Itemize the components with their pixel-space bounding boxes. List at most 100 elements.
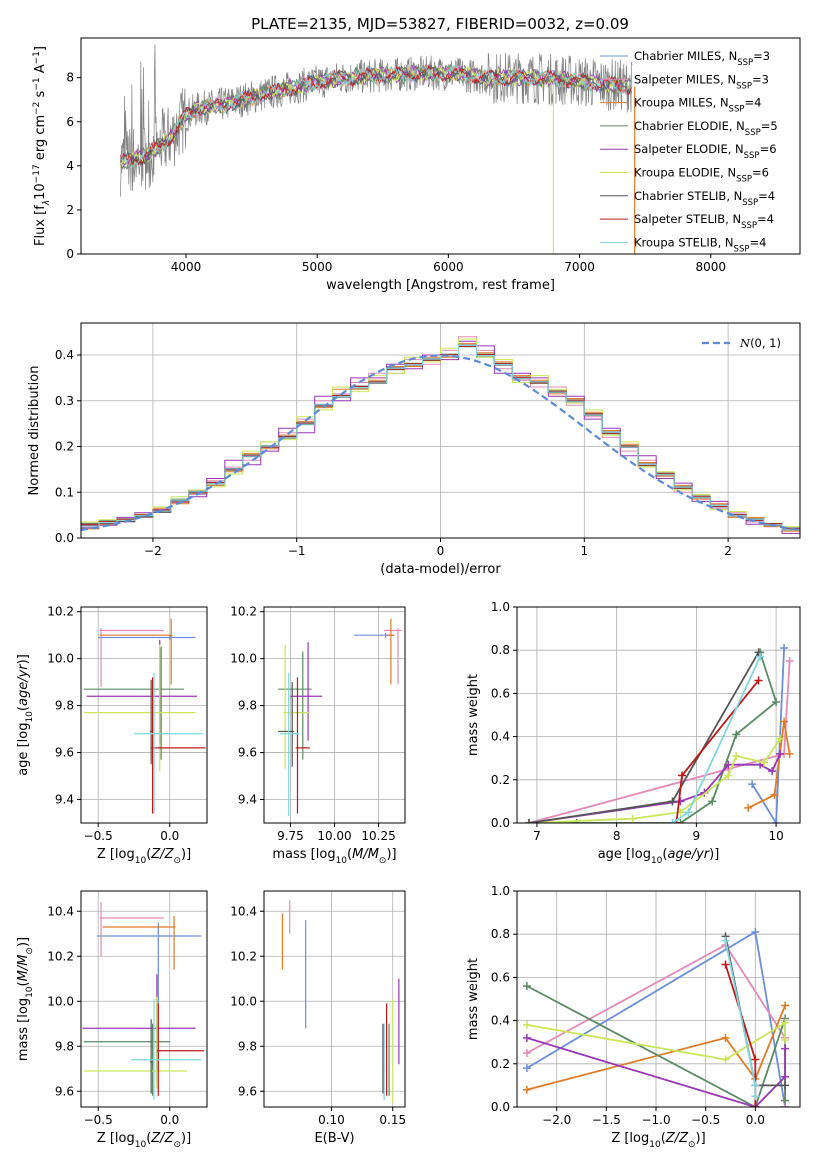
mass-weight-vs-age-point-7 — [524, 819, 533, 823]
legend-label-value: =3 — [753, 49, 770, 63]
mass-weight-vs-age-xlabel-part: age [log — [598, 847, 651, 862]
legend-label-sub: SSP — [729, 105, 745, 115]
mass-weight-vs-Z-point-7 — [781, 1081, 790, 1090]
mass-weight-vs-Z-point-8 — [751, 1103, 760, 1107]
mass-weight-vs-age-ytick-label: 0.4 — [491, 730, 510, 744]
mass-weight-vs-age-series-line-6 — [528, 738, 781, 823]
legend-label-text: Chabrier MILES, N — [634, 49, 737, 63]
spectrum-plot-area — [119, 44, 636, 254]
age-vs-mass-plot-area — [278, 618, 402, 816]
age-vs-mass-xlabel: mass [log10(M/M⊙)] — [272, 847, 396, 866]
age-vs-Z-xlabel: Z [log10(Z/Z⊙)] — [97, 847, 191, 866]
age-vs-Z-xlabel-part: Z/Z — [150, 847, 174, 862]
legend-label-sub: SSP — [736, 175, 752, 185]
mass-vs-Z-xlabel-part: Z [log — [97, 1131, 135, 1146]
age-vs-mass-xlabel-part: mass [log — [272, 847, 335, 862]
mass-weight-vs-Z-plot-area — [522, 928, 790, 1107]
mass-weight-vs-age-xlabel-part: ( — [662, 847, 667, 862]
mass-weight-vs-Z-xlabel: Z [log10(Z/Z⊙)] — [611, 1131, 705, 1150]
mass-weight-vs-age-xlabel: age [log10(age/yr)] — [598, 847, 720, 866]
age-vs-Z-xlabel-part: )] — [181, 847, 191, 862]
spectrum-ytick-label: 0 — [66, 247, 74, 261]
legend-label-text: Chabrier STELIB, N — [634, 189, 742, 203]
mass-weight-vs-Z-point-5 — [781, 1072, 790, 1081]
mass-weight-vs-Z-point-6 — [522, 1020, 531, 1029]
mass-weight-vs-age-ytick-label: 0.0 — [491, 816, 510, 830]
age-vs-Z-panel: −0.5 0.09.49.69.810.010.2Z [log10(Z/Z⊙)]a… — [16, 605, 208, 866]
mass-vs-Z-xlabel-part: 10 — [135, 1140, 147, 1150]
residuals-ytick-label: 0.2 — [55, 440, 74, 454]
mass-vs-Z-panel: −0.5 0.09.69.810.010.210.4Z [log10(Z/Z⊙)]… — [16, 890, 208, 1150]
mass-weight-vs-Z-point-1 — [522, 1064, 531, 1073]
gaussian-legend-args: (0, 1) — [750, 336, 781, 350]
age-vs-Z-xlabel-part: ( — [146, 847, 151, 862]
spectrum-ytick-label: 6 — [66, 115, 74, 129]
mass-weight-vs-age-xlabel-part: 10 — [651, 856, 663, 866]
spectrum-frame — [80, 37, 801, 255]
legend-label-sub: SSP — [742, 198, 758, 208]
spectrum-xtick-label: 7000 — [564, 260, 595, 274]
mass-vs-EBV-ytick-label: 10.0 — [230, 994, 257, 1008]
mass-weight-vs-age-point-6 — [776, 734, 785, 743]
mass-weight-vs-age-point-9 — [756, 652, 765, 661]
spectrum-model-line-7 — [119, 64, 632, 167]
legend-label-3: Kroupa MILES, NSSP=4 — [634, 96, 761, 115]
legend-label-value: =4 — [758, 189, 775, 203]
mass-vs-Z-ylabel-part: M/M — [16, 955, 31, 982]
mass-vs-Z-ylabel-part: ( — [16, 981, 31, 986]
age-vs-Z-ytick-label: 9.4 — [55, 793, 74, 807]
age-vs-Z-ytick-label: 9.8 — [55, 699, 74, 713]
legend-label-value: =4 — [744, 96, 761, 110]
mass-vs-Z-ylabel-part: ⊙ — [25, 947, 35, 955]
mass-weight-vs-Z-xlabel-part: ⊙ — [688, 1140, 696, 1150]
legend-label-5: Salpeter ELODIE, NSSP=6 — [634, 142, 777, 161]
spectrum-model-line-6 — [119, 64, 632, 169]
residuals-ylabel: Normed distribution — [27, 366, 42, 496]
spectrum-xlabel: wavelength [Angstrom, rest frame] — [326, 278, 555, 293]
age-vs-mass-xlabel-part: ⊙ — [379, 856, 387, 866]
age-vs-mass-ytick-label: 9.8 — [238, 699, 257, 713]
legend-label-value: =4 — [749, 235, 766, 249]
mass-weight-vs-age-point-7 — [754, 648, 763, 657]
mass-vs-EBV-frame — [263, 890, 406, 1108]
mass-weight-vs-age-plot-area — [524, 644, 794, 823]
mass-weight-vs-age-point-3 — [780, 717, 789, 726]
mass-weight-vs-age-point-6 — [724, 771, 733, 780]
legend-label-text: Chabrier ELODIE, N — [634, 119, 745, 133]
legend-label-7: Chabrier STELIB, NSSP=4 — [634, 189, 775, 208]
mass-vs-EBV-panel: 0.10 0.15 9.6 9.8 10.0 10.2 10.4 E(B-V) — [230, 890, 406, 1146]
mass-weight-vs-age-series-line-3 — [747, 721, 791, 809]
mass-weight-vs-age-xtick-label: 8 — [613, 829, 621, 843]
age-vs-Z-ylabel-part: 10 — [25, 711, 35, 723]
mass-vs-EBV-xlabel: E(B-V) — [314, 1131, 354, 1146]
legend-label-value: =6 — [752, 166, 769, 180]
age-vs-mass-xlabel-part: )] — [386, 847, 396, 862]
mass-weight-vs-Z-point-3 — [721, 1033, 730, 1042]
age-vs-mass-frame — [263, 606, 406, 824]
mass-vs-Z-ytick-label: 10.2 — [47, 949, 74, 963]
mass-weight-vs-age-point-1 — [748, 780, 757, 789]
age-vs-mass-ytick-label: 10.2 — [230, 605, 257, 619]
age-vs-Z-ylabel-part: age/yr — [16, 663, 31, 706]
mass-weight-vs-age-series-line-1 — [751, 647, 785, 823]
mass-weight-vs-Z-ytick-label: 0.8 — [491, 927, 510, 941]
mass-weight-vs-age-point-6 — [732, 752, 741, 761]
spectrum-ylabel-part: −1 — [32, 51, 42, 64]
mass-weight-vs-Z-frame — [516, 890, 801, 1108]
legend-label-sub: SSP — [734, 244, 750, 254]
spectrum-ylabel-part: −2 — [32, 102, 42, 115]
legend-label-text: Kroupa ELODIE, N — [634, 166, 736, 180]
residuals-xtick-label: −2 — [144, 544, 162, 558]
mass-weight-vs-Z-xtick-label: −2.0 — [542, 1113, 571, 1127]
spectrum-model-line-8 — [120, 63, 632, 166]
mass-weight-vs-Z-ytick-label: 0.2 — [491, 1057, 510, 1071]
mass-weight-vs-age-point-4 — [708, 797, 717, 806]
mass-weight-vs-Z-point-3 — [522, 1085, 531, 1094]
mass-weight-vs-Z-point-8 — [751, 1055, 760, 1064]
legend-label-text: Salpeter STELIB, N — [634, 212, 741, 226]
mass-weight-vs-age-point-8 — [754, 676, 763, 685]
spectrum-ylabel-part: s — [33, 90, 48, 101]
mass-vs-EBV-plot-area — [281, 900, 400, 1103]
